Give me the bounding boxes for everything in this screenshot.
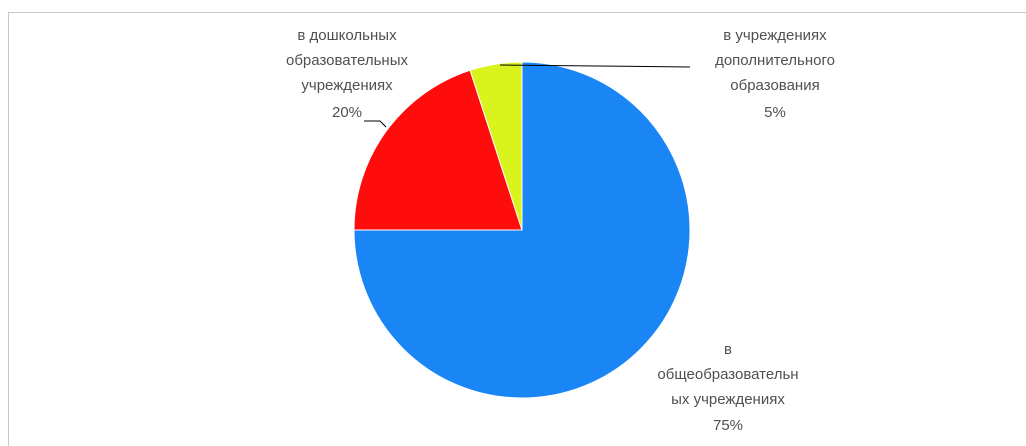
label-line: учреждениях	[301, 77, 393, 94]
label-line: в	[724, 341, 732, 358]
label-line: в дошкольных	[297, 27, 397, 44]
percent-label: 75%	[713, 417, 743, 434]
slice-dopolnitelnogo	[469, 61, 523, 231]
label-line: ых учреждениях	[671, 391, 785, 408]
label-line: образовательных	[286, 52, 408, 69]
label-line: общеобразовательн	[657, 366, 798, 383]
leader-line-doshkolnyh	[364, 120, 387, 128]
slice-label-doshkolnyh: в дошкольных образовательных учреждениях…	[286, 27, 408, 121]
percent-label: 20%	[332, 104, 362, 121]
slice-label-obscheobrazovatelnyh: в общеобразовательн ых учреждениях 75%	[657, 341, 798, 434]
slice-obscheobrazovatelnyh	[353, 61, 691, 399]
slice-doshkolnyh	[353, 69, 523, 231]
slice-label-dopolnitelnogo: в учреждениях дополнительного образовани…	[715, 27, 835, 121]
percent-label: 5%	[764, 104, 786, 121]
label-line: дополнительного	[715, 52, 835, 69]
leader-line-dopolnitelnogo	[499, 64, 691, 68]
label-line: образования	[730, 77, 819, 94]
label-line: в учреждениях	[723, 27, 827, 44]
